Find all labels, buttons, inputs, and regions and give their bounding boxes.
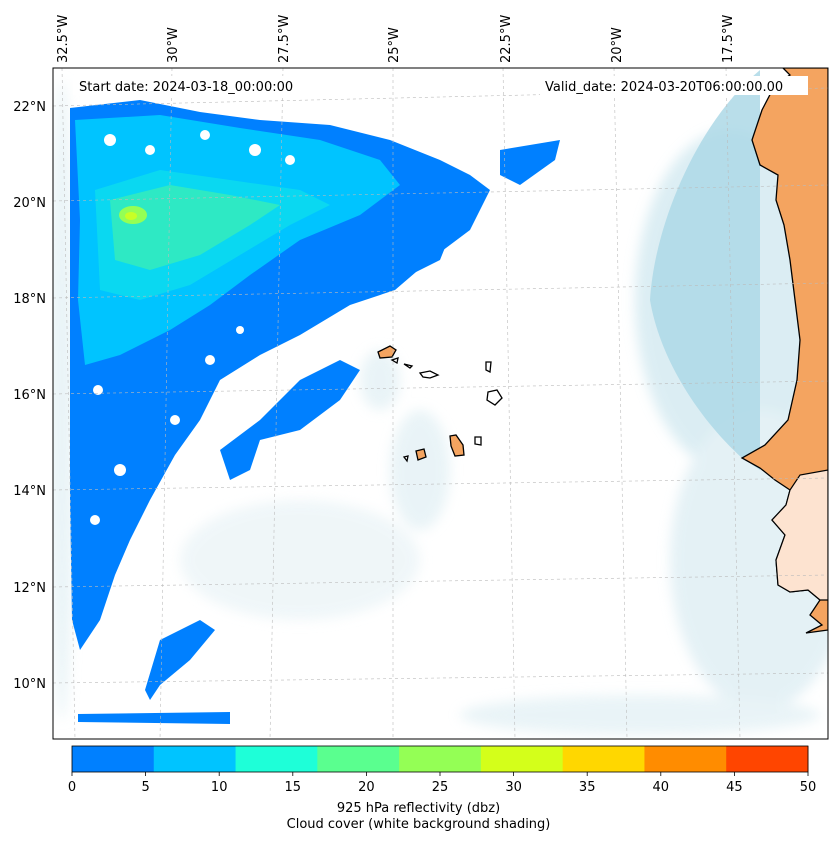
lat-label: 18°N (13, 292, 46, 307)
lon-label: 25°W (387, 27, 402, 63)
colorbar-swatch (317, 746, 400, 772)
colorbar-tick-label: 30 (505, 780, 522, 795)
colorbar-tick-label: 35 (579, 780, 596, 795)
southern-coast-land (771, 469, 828, 601)
gridlines (52, 67, 829, 740)
lon-label: 32.5°W (56, 15, 71, 63)
colorbar-label-line2: Cloud cover (white background shading) (286, 817, 551, 832)
valid-date-label: Valid_date: 2024-03-20T06:00:00.00 (545, 80, 783, 95)
lat-label: 22°N (13, 100, 46, 115)
lat-label: 10°N (13, 677, 46, 692)
lat-label: 16°N (13, 388, 46, 403)
lon-label: 30°W (166, 27, 181, 63)
start-date-label: Start date: 2024-03-18_00:00:00 (79, 80, 293, 95)
colorbar-label-line1: 925 hPa reflectivity (dbz) (336, 801, 501, 816)
colorbar-swatch (153, 746, 237, 772)
colorbar-swatch (726, 746, 809, 772)
colorbar-swatch (235, 746, 318, 772)
colorbar-swatch (562, 746, 645, 772)
lon-label: 20°W (610, 27, 625, 63)
lon-label: 17.5°W (721, 15, 736, 63)
lon-label: 22.5°W (499, 15, 514, 63)
map-border (52, 67, 829, 740)
colorbar (72, 746, 809, 772)
lon-label: 27.5°W (277, 15, 292, 63)
colorbar-swatch (72, 746, 155, 772)
colorbar-swatch (644, 746, 727, 772)
lat-label: 20°N (13, 196, 46, 211)
colorbar-tick-label: 45 (726, 780, 743, 795)
colorbar-tick-label: 50 (800, 780, 817, 795)
colorbar-tick-label: 40 (653, 780, 670, 795)
colorbar-tick-label: 0 (68, 780, 76, 795)
colorbar-tick-label: 25 (432, 780, 449, 795)
colorbar-ticks: 0 5 10 15 20 25 30 35 40 45 50 (68, 772, 816, 795)
valid-date-box (540, 76, 808, 95)
lat-label: 14°N (13, 484, 46, 499)
colorbar-tick-label: 15 (285, 780, 302, 795)
cape-verde-islands (377, 345, 503, 463)
colorbar-swatch (480, 746, 564, 772)
start-date-box (73, 76, 309, 95)
reflectivity-field (70, 100, 560, 724)
colorbar-tick-label: 20 (358, 780, 375, 795)
colorbar-swatch (399, 746, 482, 772)
colorbar-tick-label: 10 (211, 780, 228, 795)
colorbar-tick-label: 5 (141, 780, 149, 795)
lat-label: 12°N (13, 581, 46, 596)
